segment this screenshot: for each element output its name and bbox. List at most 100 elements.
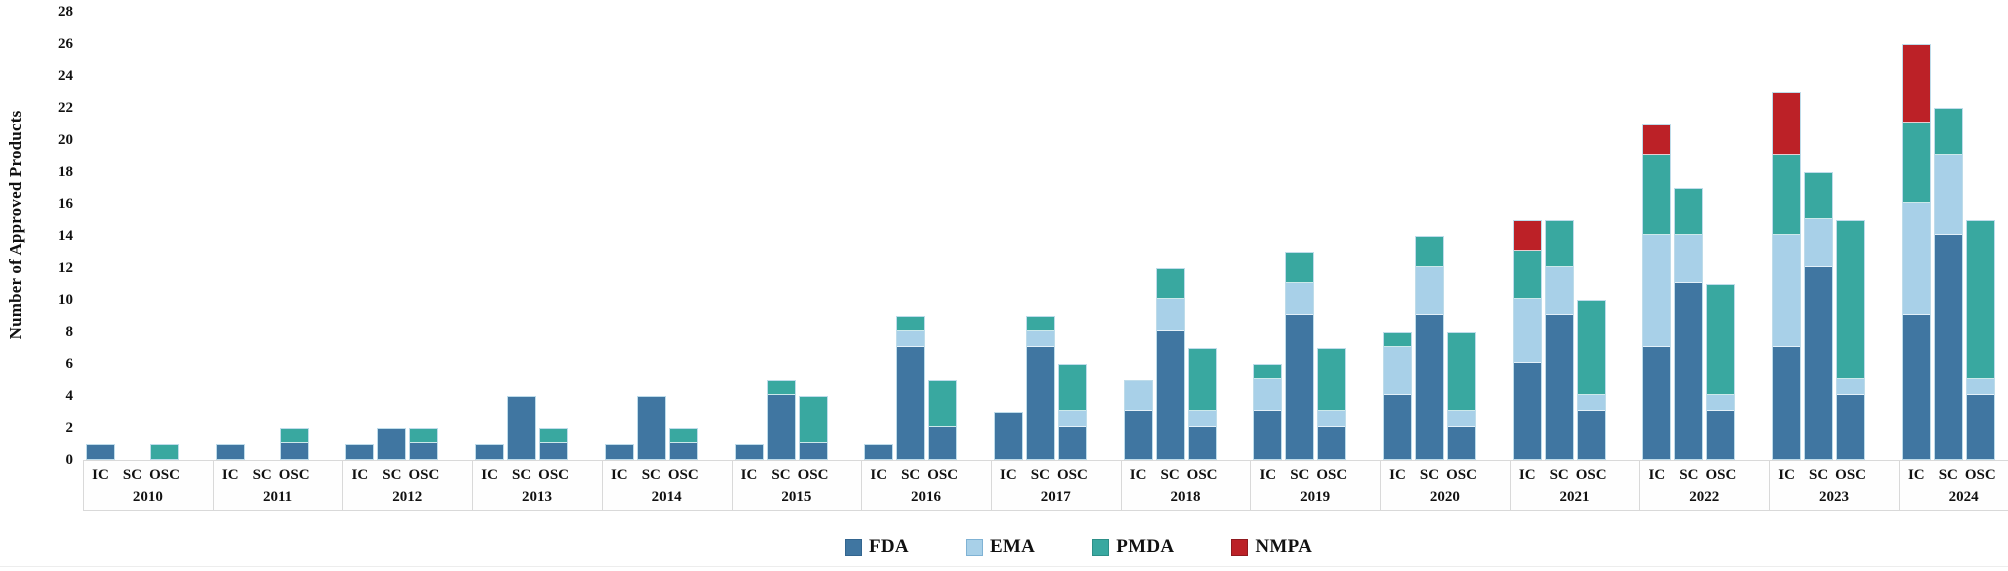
segment-ema-2021-SC (1545, 267, 1573, 315)
segment-pmda-2024-IC (1902, 123, 1930, 203)
year-label-2022: 2022 (1689, 489, 1720, 505)
year-label-2018: 2018 (1170, 489, 1201, 505)
bar-2019-SC (1285, 252, 1315, 460)
bar-2016-IC (864, 444, 894, 460)
segment-fda-2021-SC (1545, 315, 1573, 459)
bar-2020-OSC (1447, 332, 1476, 460)
year-label-2020: 2020 (1429, 489, 1460, 505)
subcategory-label-2023-OSC: OSC (1835, 467, 1867, 483)
subcategory-label-2020-SC: SC (1419, 467, 1440, 483)
subcategory-label-2010-IC: IC (92, 467, 109, 483)
subcategory-label-2016-IC: IC (870, 467, 888, 483)
subcategory-label-2022-OSC: OSC (1705, 467, 1737, 483)
segment-pmda-2017-SC (1026, 317, 1054, 331)
y-tick-24: 24 (58, 68, 73, 84)
segment-ema-2018-OSC (1188, 411, 1216, 427)
year-band-2018 (1120, 460, 1252, 510)
legend-label-nmpa: NMPA (1255, 536, 1313, 557)
year-label-2011: 2011 (262, 489, 293, 505)
segment-fda-2021-OSC (1577, 411, 1605, 459)
segment-nmpa-2022-IC (1643, 125, 1671, 155)
year-label-2021: 2021 (1559, 489, 1590, 505)
subcategory-label-2024-IC: IC (1907, 467, 1925, 483)
segment-fda-2020-IC (1384, 395, 1411, 459)
subcategory-label-2018-OSC: OSC (1186, 467, 1218, 483)
y-tick-20: 20 (58, 132, 73, 148)
segment-ema-2024-IC (1902, 203, 1930, 315)
year-band-2014 (601, 460, 733, 510)
bar-2018-OSC (1187, 348, 1217, 460)
subcategory-label-2022-SC: SC (1679, 467, 1699, 483)
subcategory-label-2012-IC: IC (351, 467, 369, 483)
segment-fda-2012-IC (346, 445, 374, 459)
segment-ema-2024-SC (1934, 155, 1962, 235)
subcategory-label-2011-OSC: OSC (278, 467, 310, 483)
bar-2023-OSC (1836, 220, 1866, 460)
segment-ema-2020-SC (1416, 267, 1443, 315)
year-band-2010 (83, 460, 214, 510)
segment-ema-2017-SC (1026, 331, 1054, 347)
y-tick-28: 28 (58, 4, 73, 20)
bar-2015-SC (766, 380, 796, 460)
segment-ema-2022-OSC (1707, 395, 1735, 411)
segment-fda-2013-SC (508, 397, 536, 459)
year-band-2021 (1509, 460, 1641, 510)
segment-pmda-2013-OSC (540, 429, 568, 443)
bar-2021-SC (1544, 220, 1574, 460)
year-label-2013: 2013 (521, 489, 552, 505)
bar-2016-SC (896, 316, 926, 460)
segment-fda-2022-IC (1643, 347, 1671, 459)
legend-item-ema: EMA (965, 536, 1035, 558)
segment-pmda-2023-IC (1773, 155, 1801, 235)
segment-fda-2010-IC (87, 445, 114, 459)
segment-fda-2023-SC (1805, 267, 1833, 459)
subcategory-label-2013-IC: IC (481, 467, 498, 483)
subcategory-label-2016-SC: SC (901, 467, 921, 483)
subcategory-label-2022-IC: IC (1648, 467, 1666, 483)
segment-pmda-2021-IC (1513, 251, 1541, 299)
segment-ema-2021-OSC (1577, 395, 1605, 411)
y-tick-4: 4 (65, 388, 74, 404)
segment-pmda-2018-SC (1156, 269, 1184, 299)
segment-pmda-2021-OSC (1577, 301, 1605, 395)
y-tick-2: 2 (65, 420, 74, 436)
segment-fda-2016-IC (865, 445, 893, 459)
y-tick-8: 8 (65, 324, 74, 340)
segment-fda-2014-IC (605, 445, 633, 459)
bar-2018-SC (1155, 268, 1185, 460)
subcategory-label-2020-IC: IC (1389, 467, 1406, 483)
subcategory-label-2021-OSC: OSC (1575, 467, 1607, 483)
segment-pmda-2023-SC (1805, 173, 1833, 219)
segment-nmpa-2023-IC (1773, 93, 1801, 155)
segment-ema-2018-SC (1156, 299, 1184, 331)
segment-fda-2017-SC (1026, 347, 1054, 459)
segment-fda-2015-SC (767, 395, 795, 459)
segment-fda-2012-OSC (410, 443, 438, 459)
segment-fda-2023-OSC (1837, 395, 1865, 459)
segment-fda-2021-IC (1513, 363, 1541, 459)
segment-fda-2024-OSC (1966, 395, 1994, 459)
segment-pmda-2022-OSC (1707, 285, 1735, 395)
year-band-2022 (1639, 460, 1771, 510)
subcategory-label-2011-SC: SC (252, 467, 272, 483)
segment-pmda-2024-OSC (1966, 221, 1994, 379)
bar-2024-IC (1901, 44, 1931, 460)
segment-pmda-2010-OSC (151, 445, 178, 459)
segment-ema-2017-OSC (1058, 411, 1086, 427)
segment-pmda-2011-OSC (280, 429, 308, 443)
segment-ema-2020-OSC (1448, 411, 1475, 427)
subcategory-label-2017-SC: SC (1030, 467, 1050, 483)
subcategory-label-2021-SC: SC (1549, 467, 1569, 483)
segment-fda-2017-IC (994, 413, 1022, 459)
segment-ema-2024-OSC (1966, 379, 1994, 395)
subcategory-label-2018-IC: IC (1129, 467, 1147, 483)
year-band-2016 (861, 460, 992, 510)
segment-nmpa-2024-IC (1902, 45, 1930, 123)
subcategory-label-2015-SC: SC (771, 467, 791, 483)
bar-2014-SC (636, 396, 666, 460)
year-label-2024: 2024 (1948, 489, 1979, 505)
segment-fda-2012-SC (378, 429, 406, 459)
segment-ema-2020-IC (1384, 347, 1411, 395)
segment-ema-2023-SC (1805, 219, 1833, 267)
